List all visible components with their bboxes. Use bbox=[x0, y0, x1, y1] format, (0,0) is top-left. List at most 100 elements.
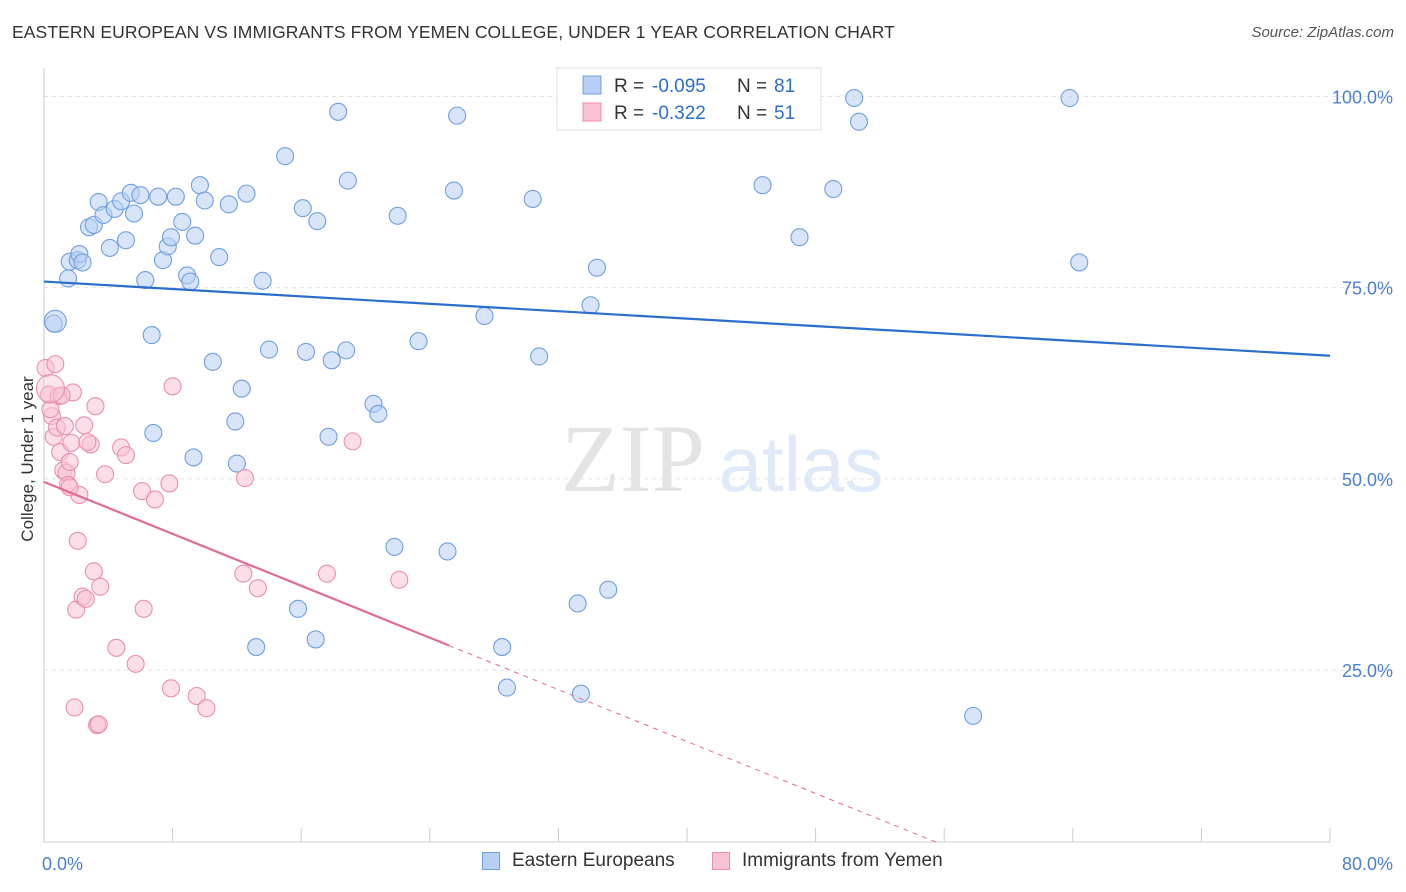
watermark-atlas: atlas bbox=[719, 420, 884, 508]
data-point bbox=[227, 454, 246, 473]
data-point bbox=[161, 228, 181, 247]
data-point bbox=[73, 253, 92, 272]
stats-legend-r-value: -0.095 bbox=[652, 76, 706, 97]
gridlines bbox=[44, 96, 1392, 671]
stats-legend-n-value: 81 bbox=[774, 76, 795, 97]
data-point bbox=[46, 355, 65, 374]
data-point bbox=[343, 432, 362, 451]
data-point bbox=[136, 270, 155, 290]
trend-line-extension bbox=[448, 645, 937, 843]
data-point bbox=[790, 228, 809, 247]
zipatlas-watermark: ZIP atlas bbox=[561, 405, 883, 512]
data-point bbox=[497, 678, 517, 697]
data-point bbox=[131, 186, 150, 205]
data-point bbox=[89, 715, 108, 734]
data-point bbox=[234, 564, 253, 583]
data-point bbox=[753, 176, 772, 195]
data-point bbox=[173, 212, 192, 231]
stats-legend-swatch-pink bbox=[582, 102, 602, 122]
data-point bbox=[237, 184, 256, 203]
y-tick-label: 25.0% bbox=[1342, 661, 1393, 681]
stats-legend-r-label: R = bbox=[614, 76, 644, 97]
data-point bbox=[43, 309, 67, 333]
data-point bbox=[181, 272, 200, 291]
data-point bbox=[845, 88, 864, 108]
data-point bbox=[55, 417, 74, 436]
data-point bbox=[1070, 253, 1089, 272]
data-point bbox=[390, 570, 409, 589]
data-point bbox=[235, 469, 254, 488]
data-point bbox=[134, 599, 153, 618]
stats-legend-r-label: R = bbox=[614, 103, 644, 124]
data-point bbox=[60, 452, 79, 472]
data-point bbox=[96, 465, 115, 484]
data-point bbox=[253, 271, 272, 290]
data-point bbox=[259, 340, 279, 359]
data-point bbox=[338, 171, 357, 190]
y-axis-label: College, Under 1 year bbox=[18, 376, 37, 542]
data-point bbox=[1060, 88, 1079, 108]
data-point bbox=[197, 699, 216, 718]
data-point bbox=[306, 630, 325, 649]
data-point bbox=[571, 684, 590, 703]
legend-swatch-pink bbox=[712, 852, 730, 870]
data-point bbox=[337, 341, 356, 360]
data-point bbox=[248, 579, 267, 598]
data-point bbox=[581, 296, 600, 315]
data-point bbox=[369, 404, 388, 423]
y-tick-label: 100.0% bbox=[1332, 88, 1393, 108]
series-immigrants-from-yemen bbox=[35, 355, 409, 735]
legend-label-immigrants-from-yemen: Immigrants from Yemen bbox=[742, 850, 943, 871]
data-point bbox=[276, 147, 295, 166]
data-point bbox=[75, 416, 94, 435]
stats-legend: R = -0.095 N = 81 R = -0.322 N = 51 bbox=[556, 67, 822, 131]
data-point bbox=[568, 594, 587, 613]
data-point bbox=[599, 580, 618, 599]
data-point bbox=[824, 179, 843, 199]
data-point bbox=[41, 400, 60, 419]
legend-item-immigrants-from-yemen: Immigrants from Yemen bbox=[712, 850, 943, 872]
data-point bbox=[308, 212, 327, 231]
legend-swatch-blue bbox=[482, 852, 500, 870]
stats-legend-n-label: N = bbox=[737, 103, 767, 124]
data-point bbox=[329, 102, 348, 121]
data-point bbox=[493, 638, 512, 657]
trend-lines bbox=[43, 280, 1331, 843]
data-point bbox=[475, 306, 494, 326]
data-point bbox=[317, 564, 336, 583]
data-point bbox=[68, 531, 87, 550]
data-point bbox=[124, 204, 144, 223]
axes bbox=[43, 68, 1331, 843]
data-point bbox=[964, 706, 983, 725]
data-point bbox=[59, 269, 78, 288]
data-point bbox=[161, 679, 181, 698]
data-point bbox=[166, 187, 185, 206]
data-point bbox=[288, 599, 308, 618]
data-point bbox=[52, 386, 71, 405]
data-point bbox=[76, 589, 95, 608]
stats-legend-r-value: -0.322 bbox=[652, 103, 706, 124]
data-point bbox=[322, 351, 341, 370]
data-point bbox=[319, 427, 338, 446]
tick-labels: 25.0% 50.0% 75.0% 100.0% 0.0% 80.0% bbox=[42, 88, 1393, 875]
data-point bbox=[78, 433, 97, 452]
data-point bbox=[226, 412, 245, 431]
trend-line-eastern-europeans bbox=[43, 280, 1331, 357]
data-point bbox=[438, 542, 457, 561]
stats-legend-swatch-blue bbox=[582, 75, 602, 95]
data-point bbox=[144, 423, 163, 443]
data-point bbox=[203, 352, 222, 371]
series-eastern-europeans bbox=[43, 85, 1089, 725]
data-point bbox=[587, 258, 607, 277]
data-point bbox=[65, 698, 84, 717]
data-point bbox=[523, 189, 542, 209]
data-point bbox=[100, 238, 119, 257]
data-point bbox=[145, 490, 164, 509]
chart-title: EASTERN EUROPEAN VS IMMIGRANTS FROM YEME… bbox=[12, 22, 895, 42]
watermark-zip: ZIP bbox=[561, 405, 705, 512]
data-point bbox=[142, 326, 161, 345]
stats-legend-n-label: N = bbox=[737, 76, 767, 97]
data-point bbox=[133, 482, 152, 501]
data-point bbox=[91, 577, 110, 596]
